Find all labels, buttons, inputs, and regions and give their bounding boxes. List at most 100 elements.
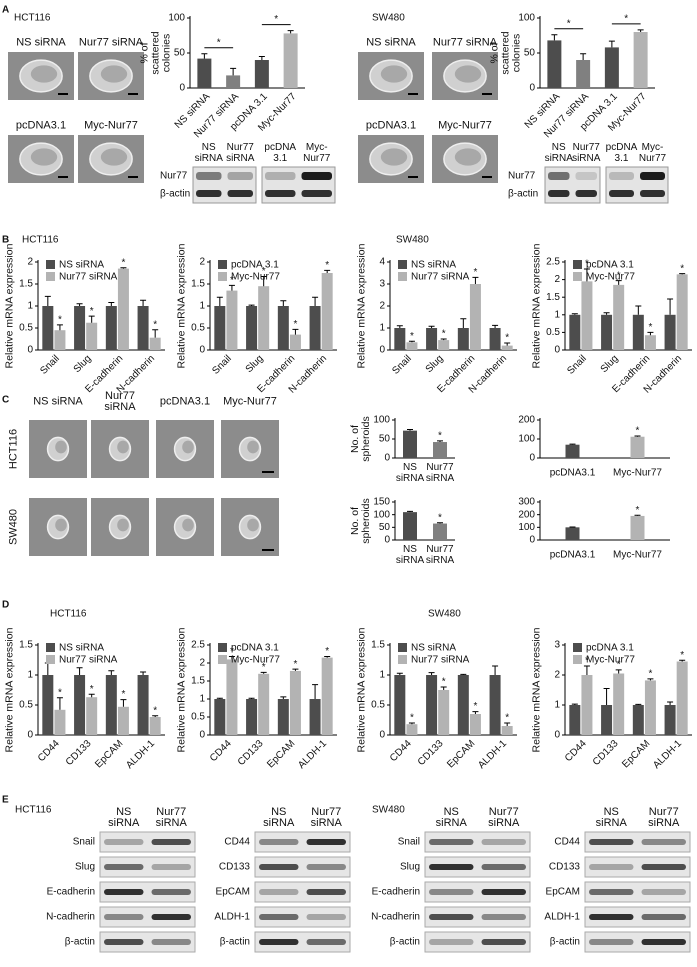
x-tick-label: CD133 [591, 738, 621, 768]
error-bar [407, 510, 413, 513]
y-tick-label: 0.5 [191, 712, 205, 723]
bar [54, 709, 66, 735]
blot-band [429, 914, 474, 920]
bar [105, 306, 117, 350]
legend-label: Nur77 siRNA [411, 655, 470, 666]
x-tick-label: pcDNA3.1 [549, 467, 596, 479]
legend-label: Nur77 siRNA [59, 272, 118, 283]
cell-cluster [100, 148, 128, 166]
bar [489, 328, 501, 350]
legend-label: pcDNA 3.1 [586, 260, 634, 271]
blot-band [429, 939, 474, 945]
blot-block [99, 931, 196, 953]
blot-band [481, 839, 526, 845]
blot-block [424, 931, 531, 953]
legend-swatch [573, 655, 582, 664]
blot-block [254, 906, 351, 928]
significance-mark: * [648, 669, 652, 680]
bar [547, 40, 562, 88]
x-tick-label: Snail [565, 353, 589, 377]
error-bar [492, 324, 499, 328]
legend-label: NS siRNA [411, 260, 456, 271]
y-tick-label: 0 [379, 730, 385, 741]
blot-block [424, 831, 531, 853]
y-tick-label: 1 [199, 301, 205, 312]
legend-label: NS siRNA [411, 643, 456, 654]
bar [581, 281, 593, 350]
chart-title: SW480 [396, 235, 429, 246]
bar [321, 657, 333, 735]
error-bar [504, 722, 511, 726]
error-bar [228, 284, 235, 291]
error-bar [460, 318, 467, 328]
legend-label: Nur77 siRNA [59, 655, 118, 666]
x-tick-label: ALDH-1 [651, 738, 684, 771]
error-bar [647, 678, 654, 681]
cell-line-label: HCT116 [14, 13, 51, 24]
y-tick-label: 1 [379, 323, 385, 334]
significance-mark: * [636, 426, 640, 437]
bar [214, 306, 226, 350]
bar [226, 659, 238, 735]
blot-row-label: EpCAM [216, 887, 250, 898]
blot-band [301, 190, 332, 197]
cell-line-label: SW480 [372, 805, 405, 816]
y-tick-label: 0 [179, 83, 185, 94]
bar [644, 680, 656, 735]
significance-mark: * [505, 713, 509, 724]
y-tick-label: 2 [379, 301, 385, 312]
blot-lane-label: Myc-Nur77 [303, 142, 331, 164]
x-tick-label: CD133 [236, 738, 266, 768]
error-bar [428, 325, 435, 328]
error-bar [635, 305, 642, 315]
bar [613, 673, 625, 735]
y-axis-label: Relative mRNA expression [355, 243, 368, 369]
y-tick-label: 0 [384, 535, 390, 546]
blot-band [481, 939, 526, 945]
y-tick-label: 200 [518, 415, 535, 426]
y-tick-label: 100 [373, 509, 390, 520]
blot-band [589, 914, 634, 920]
bar [277, 699, 289, 735]
legend-swatch [573, 643, 582, 652]
bar [74, 306, 86, 350]
error-bar [583, 268, 590, 282]
bar [613, 284, 625, 350]
blot-row-label: β-actin [390, 937, 420, 948]
blot-lane-label: NS siRNA [108, 806, 140, 829]
significance-mark: * [438, 431, 442, 442]
bar [117, 706, 129, 735]
y-axis-label: Relative mRNA expression [355, 627, 368, 753]
legend-swatch [46, 643, 55, 652]
bar [254, 60, 269, 88]
error-bar [608, 40, 615, 48]
bar [576, 60, 591, 88]
legend-swatch [46, 655, 55, 664]
significance-mark: * [230, 646, 234, 657]
y-tick-label: 100 [373, 415, 390, 426]
y-tick-label: 0 [529, 83, 535, 94]
blot-row-label: N-cadherin [371, 912, 420, 923]
bar [569, 314, 581, 350]
error-bar [76, 303, 83, 306]
bar [469, 714, 481, 735]
blot-block [99, 831, 196, 853]
significance-mark: * [505, 333, 509, 344]
cell-cluster [117, 518, 129, 532]
blot-row-label: CD44 [224, 837, 250, 848]
cell-cluster [454, 148, 482, 166]
error-bar [396, 672, 403, 675]
x-tick-label: ALDH-1 [296, 738, 329, 771]
blot-band [589, 939, 634, 945]
y-tick-label: 1.5 [191, 676, 205, 687]
x-tick-label: CD44 [563, 738, 589, 764]
error-bar [216, 296, 223, 306]
error-bar [88, 315, 95, 323]
blot-band [227, 190, 253, 197]
blot-block [254, 831, 351, 853]
y-tick-label: 2.5 [191, 640, 205, 651]
y-tick-label: 0.5 [191, 323, 205, 334]
bar [433, 523, 447, 540]
legend-swatch [46, 272, 55, 281]
